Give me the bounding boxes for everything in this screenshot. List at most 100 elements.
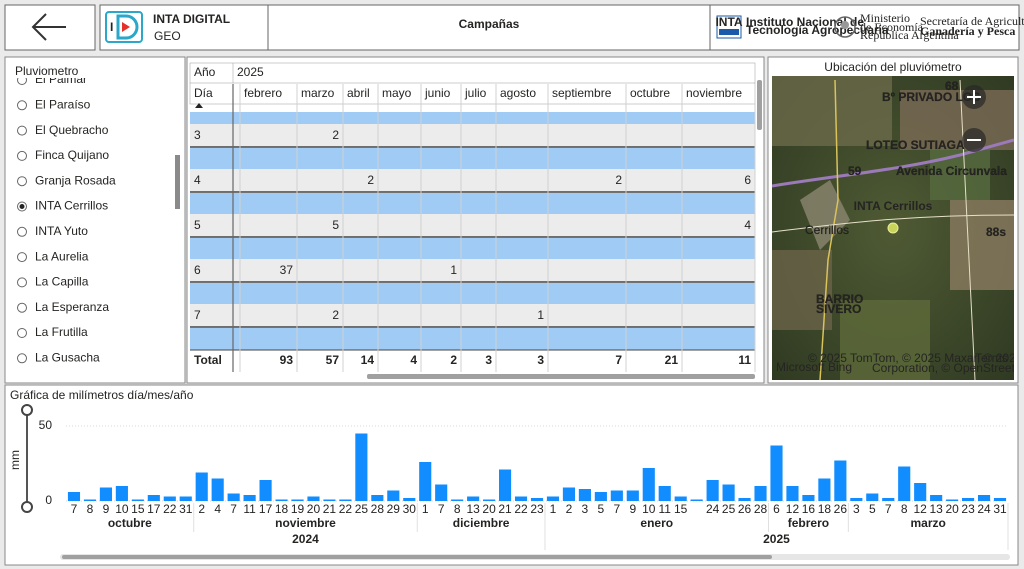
slicer-scrollbar[interactable] [175, 155, 180, 209]
radio-button[interactable] [17, 252, 27, 263]
radio-button[interactable] [17, 125, 27, 136]
bar[interactable] [435, 484, 448, 502]
bar[interactable] [946, 499, 959, 502]
bar[interactable] [419, 462, 432, 501]
bar[interactable] [307, 496, 320, 502]
bar[interactable] [770, 445, 783, 502]
x-tick-label: 19 [291, 502, 305, 516]
bar[interactable] [147, 495, 160, 501]
bar[interactable] [898, 466, 911, 502]
bar[interactable] [850, 498, 863, 501]
radio-button[interactable] [17, 100, 27, 111]
bar[interactable] [594, 492, 607, 501]
bar[interactable] [403, 498, 416, 501]
bar[interactable] [882, 498, 895, 501]
zoom-in-icon[interactable] [967, 90, 981, 104]
bar[interactable] [195, 472, 208, 502]
bar[interactable] [546, 496, 560, 502]
bar[interactable] [259, 480, 272, 501]
bar[interactable] [387, 490, 400, 502]
bar[interactable] [642, 468, 655, 501]
bar[interactable] [163, 496, 176, 502]
bar[interactable] [339, 499, 352, 502]
map[interactable]: Bº PRIVADO LOS LOTEO SUTIAGA Avenida Circu… [772, 76, 1024, 380]
slicer-item[interactable]: El Palmar [35, 72, 87, 86]
radio-button[interactable] [17, 226, 27, 237]
bar[interactable] [626, 490, 639, 502]
bar[interactable] [499, 469, 512, 502]
bar[interactable] [211, 478, 224, 502]
bar[interactable] [834, 460, 847, 502]
map-marker[interactable] [887, 222, 899, 234]
bar[interactable] [802, 495, 815, 501]
bar[interactable] [690, 499, 703, 502]
radio-button[interactable] [17, 150, 27, 161]
bar[interactable] [371, 495, 384, 501]
bar[interactable] [993, 498, 1007, 501]
radio-button[interactable] [17, 353, 27, 364]
bar[interactable] [754, 486, 767, 501]
radio-button[interactable] [17, 176, 27, 187]
chart-scroll-thumb[interactable] [62, 555, 772, 559]
bar[interactable] [451, 499, 464, 502]
bar[interactable] [658, 486, 671, 501]
map-attribution-link[interactable]: Terms [975, 351, 1008, 365]
bar[interactable] [131, 499, 144, 502]
slicer-item[interactable]: INTA Cerrillos [35, 199, 108, 213]
slicer-item[interactable]: El Paraíso [35, 97, 91, 111]
bar[interactable] [578, 489, 591, 501]
bar[interactable] [738, 498, 751, 501]
bar[interactable] [818, 478, 831, 502]
slicer-item[interactable]: La Frutilla [35, 325, 88, 339]
slicer-item[interactable]: La Aurelia [35, 249, 89, 263]
slicer-item[interactable]: Finca Quijano [35, 148, 109, 162]
radio-button[interactable] [17, 328, 27, 338]
radio-button[interactable] [17, 76, 27, 85]
month-label: enero [640, 516, 673, 530]
bar[interactable] [483, 499, 496, 502]
bar[interactable] [562, 487, 575, 502]
bar[interactable] [323, 499, 336, 502]
slicer-item[interactable]: La Capilla [35, 275, 89, 289]
cell-value: 1 [537, 308, 544, 322]
bar[interactable] [674, 496, 687, 502]
radio-dot[interactable] [19, 204, 25, 209]
zoom-slider-handle[interactable] [21, 404, 33, 416]
matrix-hscroll[interactable] [367, 374, 755, 379]
slicer-item[interactable]: La Esperanza [35, 300, 109, 314]
slicer-item[interactable]: El Quebracho [35, 123, 109, 137]
bar[interactable] [467, 496, 480, 502]
matrix-vscroll[interactable] [757, 80, 762, 130]
bar[interactable] [930, 495, 943, 501]
radio-button[interactable] [17, 277, 27, 288]
bar[interactable] [291, 499, 304, 502]
bar[interactable] [530, 498, 544, 501]
bar[interactable] [722, 484, 735, 502]
bar[interactable] [83, 499, 97, 502]
zoom-slider-handle[interactable] [21, 501, 33, 513]
bar[interactable] [977, 495, 991, 501]
slicer-item[interactable]: INTA Yuto [35, 224, 88, 238]
bar[interactable] [275, 499, 288, 502]
bar[interactable] [179, 496, 192, 502]
radio-button[interactable] [17, 302, 27, 313]
slicer-item[interactable]: Granja Rosada [35, 173, 116, 187]
bar[interactable] [355, 433, 368, 502]
bar[interactable] [962, 498, 975, 501]
bar[interactable] [227, 493, 240, 502]
back-arrow[interactable] [31, 13, 66, 41]
map-label: 68 [945, 79, 959, 93]
bar[interactable] [243, 495, 256, 501]
bar[interactable] [115, 486, 128, 501]
bar[interactable] [67, 492, 81, 501]
bar[interactable] [866, 493, 879, 502]
bar[interactable] [786, 486, 799, 501]
slicer-item[interactable]: La Gusacha [35, 350, 100, 364]
bar[interactable] [99, 487, 112, 502]
bar[interactable] [610, 490, 623, 502]
bar[interactable] [514, 496, 528, 502]
bar[interactable] [706, 480, 719, 501]
bar[interactable] [914, 483, 927, 501]
year-header: Año [194, 65, 216, 79]
map-marker-label[interactable]: INTA Cerrillos [854, 199, 933, 213]
